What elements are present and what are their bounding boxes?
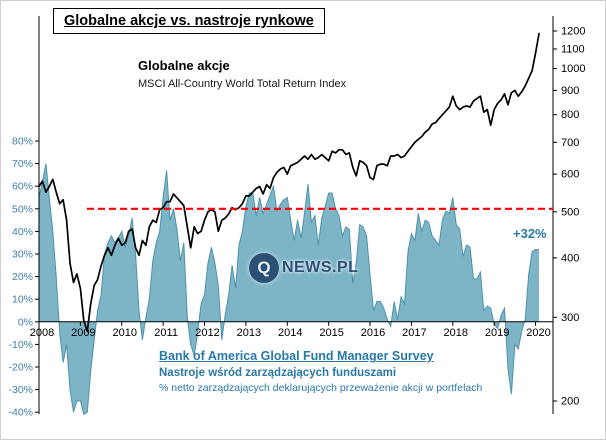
- qnews-logo-text: NEWS.PL: [282, 259, 359, 276]
- source-line2: % netto zarządzających deklarujących prz…: [159, 382, 483, 394]
- x-axis-year-label: 2013: [237, 327, 261, 339]
- left-axis-label: 0%: [18, 316, 33, 328]
- x-axis-year-label: 2012: [195, 327, 219, 339]
- right-axis-label: 700: [561, 137, 579, 149]
- right-axis-label: 400: [561, 252, 579, 264]
- x-axis-year-label: 2010: [113, 327, 137, 339]
- chart-title: Globalne akcje vs. nastroje rynkowe: [64, 13, 314, 29]
- left-axis-label: 60%: [12, 181, 33, 193]
- x-axis-year-label: 2014: [278, 327, 302, 339]
- right-axis-label: 800: [561, 109, 579, 121]
- line-series-label: Globalne akcje: [138, 58, 230, 73]
- line-series-sublabel: MSCI All-Country World Total Return Inde…: [138, 78, 347, 90]
- left-axis-label: 20%: [12, 271, 33, 283]
- left-axis-label: 70%: [12, 158, 33, 170]
- msci-line: [38, 32, 540, 333]
- left-axis-label: -40%: [8, 407, 33, 419]
- right-axis-label: 500: [561, 206, 579, 218]
- sentiment-area: [39, 163, 539, 415]
- right-axis-label: 1000: [561, 63, 585, 75]
- qnews-watermark: Q NEWS.PL: [249, 253, 358, 283]
- left-axis-label: 50%: [12, 203, 33, 215]
- x-axis-year-label: 2009: [71, 327, 95, 339]
- x-axis-year-label: 2016: [361, 327, 385, 339]
- right-axis-label: 1100: [561, 43, 585, 55]
- right-axis-label: 600: [561, 169, 579, 181]
- qnews-logo-icon: Q: [249, 253, 279, 283]
- right-axis-label: 300: [561, 312, 579, 324]
- right-axis-label: 900: [561, 85, 579, 97]
- left-axis-label: -30%: [8, 384, 33, 396]
- chart-title-box: Globalne akcje vs. nastroje rynkowe: [53, 8, 325, 34]
- left-axis-label: 30%: [12, 249, 33, 261]
- x-axis-year-label: 2017: [402, 327, 426, 339]
- x-axis-year-label: 2019: [485, 327, 509, 339]
- right-axis-label: 200: [561, 396, 579, 408]
- source-title: Bank of America Global Fund Manager Surv…: [159, 349, 434, 363]
- x-axis-year-label: 2008: [30, 327, 54, 339]
- left-axis-label: -20%: [8, 362, 33, 374]
- left-axis-label: -10%: [8, 339, 33, 351]
- x-axis-year-label: 2018: [444, 327, 468, 339]
- right-axis-label: 1200: [561, 26, 585, 38]
- left-axis-label: 80%: [12, 136, 33, 148]
- left-axis-label: 40%: [12, 226, 33, 238]
- left-axis-label: 10%: [12, 294, 33, 306]
- x-axis-year-label: 2011: [154, 327, 178, 339]
- x-axis-year-label: 2020: [526, 327, 550, 339]
- source-block: Bank of America Global Fund Manager Surv…: [159, 349, 482, 394]
- source-line1: Nastroje wśród zarządzających funduszami: [159, 367, 397, 379]
- last-value-annotation: +32%: [513, 226, 547, 241]
- x-axis-year-label: 2015: [319, 327, 343, 339]
